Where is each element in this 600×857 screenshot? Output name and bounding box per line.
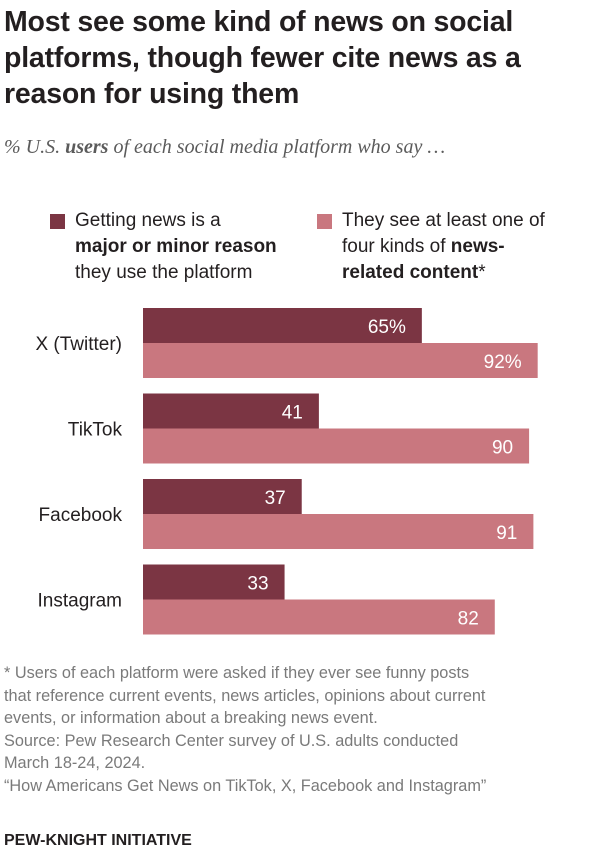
bar-x-twitter-series-2 [143,343,538,378]
bar-chart: X (Twitter) 65% 92% TikTok 41 90 Facebook 37 91 I… [35,308,538,635]
legend-swatch-news-reason [50,214,65,229]
data-label-x-twitter-series-2: 92% [484,352,522,373]
category-label-x-twitter: X (Twitter) [35,334,122,355]
chart-subtitle: % U.S. users of each social media platfo… [4,135,596,159]
footnote-line: * Users of each platform were asked if t… [4,664,470,682]
data-label-instagram-series-2: 82 [458,609,479,630]
bar-tiktok-series-1 [143,393,319,429]
bar-tiktok-series-2 [143,428,530,464]
bar-facebook-series-1 [143,479,302,514]
data-label-facebook-series-1: 37 [265,488,286,509]
brand-logo-text: PEW-KNIGHT INITIATIVE [4,832,192,849]
category-label-tiktok: TikTok [68,420,123,441]
source-line: Source: Pew Research Center survey of U.… [4,731,459,750]
legend-item-news-reason: Getting news is a major or minor reason … [50,208,310,288]
data-label-instagram-series-1: 33 [247,574,268,595]
report-title-line: “How Americans Get News on TikTok, X, Fa… [4,776,487,795]
category-label-instagram: Instagram [38,591,122,612]
bar-instagram-series-2 [143,599,495,635]
chart-title: Most see some kind of news on social pla… [4,6,521,110]
footnote-line: events, or information about a breaking … [4,709,378,727]
chart-footnote: * Users of each platform were asked if t… [4,662,598,797]
category-label-facebook: Facebook [39,505,123,526]
legend-label-news-content: They see at least one of four kinds of n… [342,210,545,283]
subtitle-prefix: % U.S. [4,136,66,158]
footnote-line: that reference current events, news arti… [4,686,486,705]
data-label-tiktok-series-1: 41 [282,403,303,424]
data-label-tiktok-series-2: 90 [492,438,513,459]
bar-facebook-series-2 [143,514,534,549]
data-label-facebook-series-2: 91 [496,523,517,544]
bar-x-twitter-series-1 [143,308,422,343]
bar-instagram-series-1 [143,564,285,600]
legend-label-news-reason: Getting news is a major or minor reason … [75,210,277,283]
subtitle-emphasis: users [65,136,109,158]
subtitle-suffix: of each social media platform who say … [108,136,446,158]
legend-item-news-content: They see at least one of four kinds of n… [317,208,597,288]
data-label-x-twitter-series-1: 65% [368,317,406,338]
legend-swatch-news-content [317,214,332,229]
source-line: March 18-24, 2024. [4,754,146,772]
